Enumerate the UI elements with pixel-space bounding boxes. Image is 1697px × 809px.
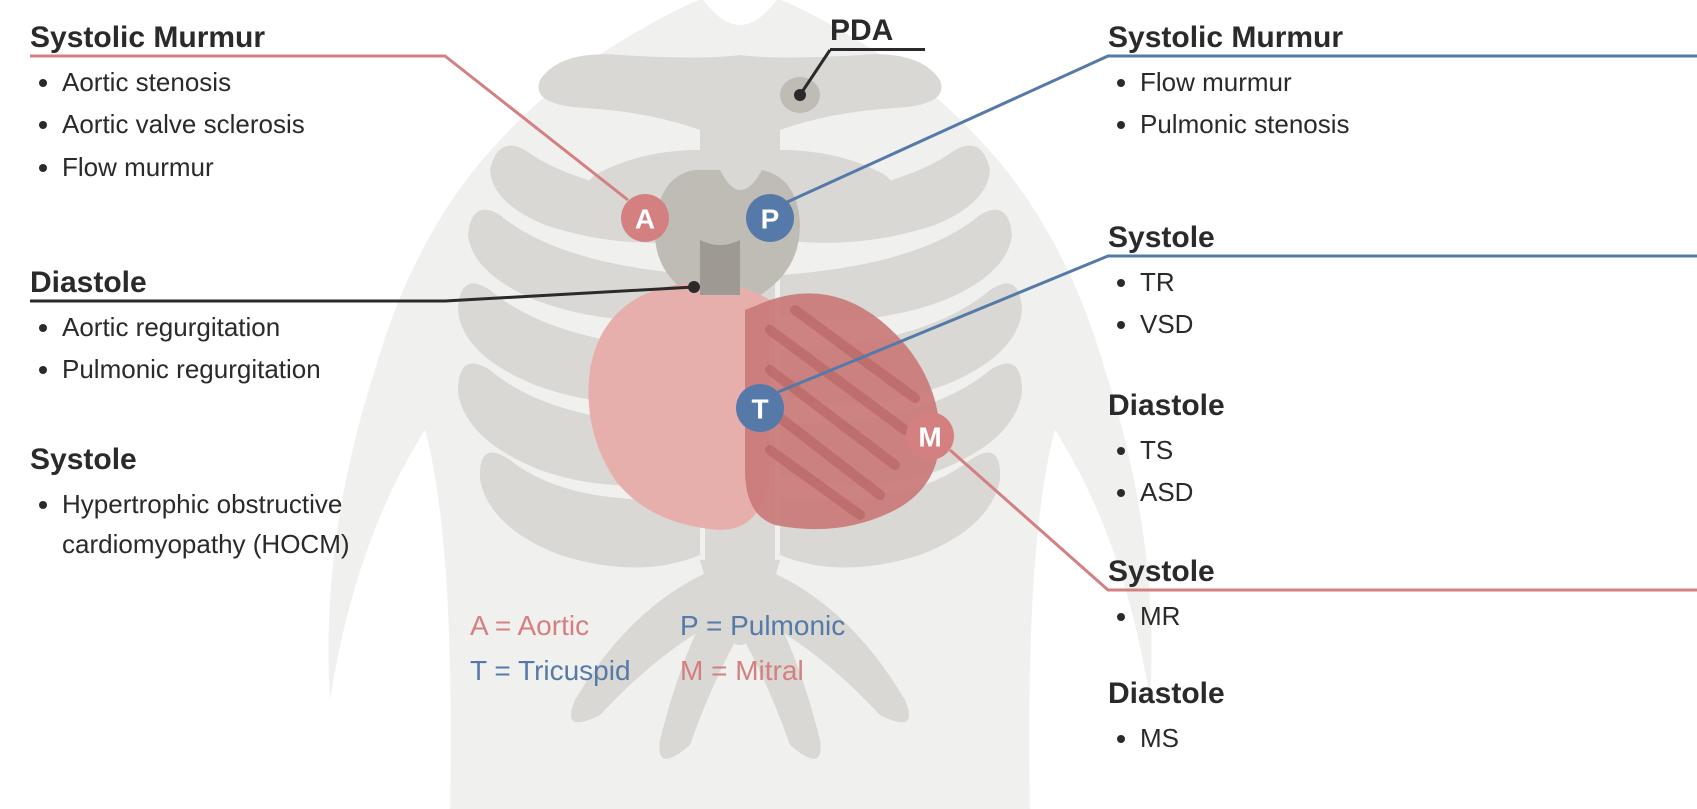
title: Systole [1108,220,1678,256]
pda-label: PDA [830,14,925,51]
list: MS [1108,718,1678,758]
item: MR [1140,596,1678,636]
diagram-stage: A P T M PDA Systolic Murmur Aortic stenosis… [0,0,1697,809]
item: Pulmonic stenosis [1140,104,1678,144]
title: Diastole [30,265,445,301]
legend-p: P = Pulmonic [680,610,845,642]
right-col-diastole-t: Diastole TS ASD [1108,388,1678,527]
item: MS [1140,718,1678,758]
svg-text:P: P [761,204,780,235]
title: Systole [30,442,445,478]
list: Aortic regurgitation Pulmonic regurgitat… [30,307,445,390]
title: Systolic Murmur [30,20,445,56]
list: TS ASD [1108,430,1678,513]
marker-m: M [906,412,954,460]
item: Aortic stenosis [62,62,445,102]
item: TS [1140,430,1678,470]
title: Systole [1108,554,1678,590]
legend-t: T = Tricuspid [470,655,631,687]
svg-text:M: M [918,422,941,453]
list: MR [1108,596,1678,636]
legend-m: M = Mitral [680,655,804,687]
title: Diastole [1108,388,1678,424]
list: TR VSD [1108,262,1678,345]
list: Hypertrophic obstructive cardiomyopathy … [30,484,445,565]
item: VSD [1140,304,1678,344]
item: Flow murmur [62,147,445,187]
title: Systolic Murmur [1108,20,1678,56]
legend-a: A = Aortic [470,610,589,642]
marker-p: P [746,194,794,242]
title: Diastole [1108,676,1678,712]
list: Flow murmur Pulmonic stenosis [1108,62,1678,145]
item: TR [1140,262,1678,302]
svg-text:T: T [751,394,768,425]
left-diastole-line-dot [688,281,700,293]
right-col-systole-m: Systole MR [1108,554,1678,650]
left-col-diastole: Diastole Aortic regurgitation Pulmonic r… [30,265,445,404]
list: Aortic stenosis Aortic valve sclerosis F… [30,62,445,187]
item: Flow murmur [1140,62,1678,102]
item: Hypertrophic obstructive cardiomyopathy … [62,484,445,565]
item: Pulmonic regurgitation [62,349,445,389]
svg-text:A: A [635,204,655,235]
left-col-systolic-murmur: Systolic Murmur Aortic stenosis Aortic v… [30,20,445,201]
pda-line-dot [794,89,806,101]
item: ASD [1140,472,1678,512]
item: Aortic valve sclerosis [62,104,445,144]
right-col-diastole-m: Diastole MS [1108,676,1678,772]
marker-a: A [621,194,669,242]
item: Aortic regurgitation [62,307,445,347]
marker-t: T [736,384,784,432]
right-col-systolic-murmur: Systolic Murmur Flow murmur Pulmonic ste… [1108,20,1678,159]
right-col-systole-t: Systole TR VSD [1108,220,1678,359]
left-col-systole: Systole Hypertrophic obstructive cardiom… [30,442,445,579]
